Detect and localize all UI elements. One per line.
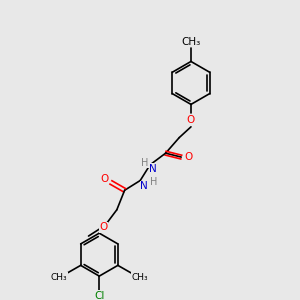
Text: O: O bbox=[99, 222, 107, 232]
Text: CH₃: CH₃ bbox=[182, 37, 201, 47]
Text: O: O bbox=[187, 115, 195, 125]
Text: H: H bbox=[141, 158, 149, 168]
Text: CH₃: CH₃ bbox=[131, 273, 148, 282]
Text: CH₃: CH₃ bbox=[51, 273, 68, 282]
Text: O: O bbox=[184, 152, 192, 162]
Text: N: N bbox=[149, 164, 157, 174]
Text: N: N bbox=[140, 181, 148, 191]
Text: O: O bbox=[100, 173, 108, 184]
Text: H: H bbox=[150, 177, 158, 188]
Text: Cl: Cl bbox=[94, 291, 104, 300]
